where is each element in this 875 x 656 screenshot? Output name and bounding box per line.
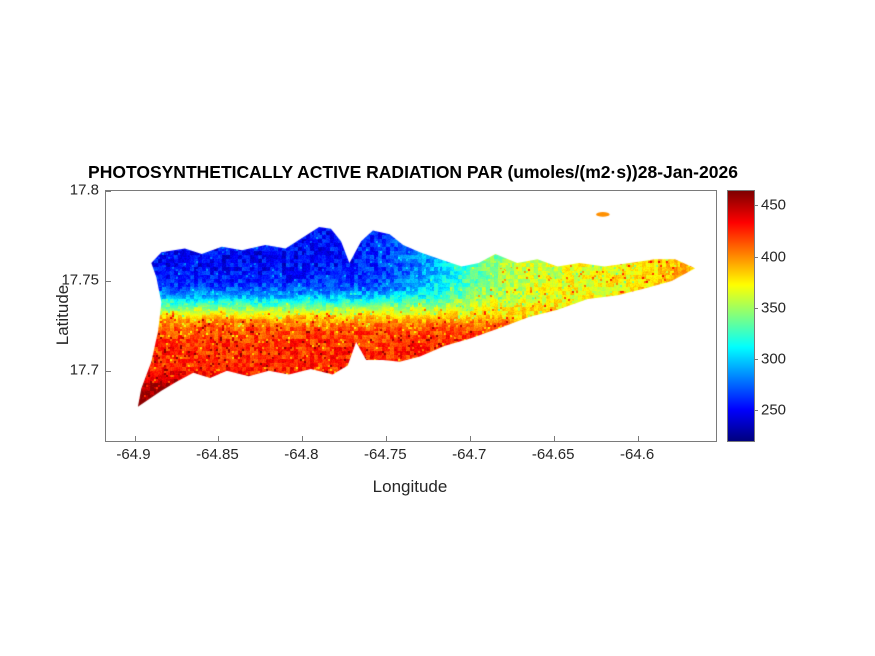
x-tick-mark: [302, 436, 304, 441]
colorbar-gradient: [728, 191, 754, 441]
colorbar-tick-label: 300: [761, 350, 787, 368]
x-tick-label: -64.8: [284, 446, 319, 463]
x-tick-label: -64.65: [531, 446, 575, 463]
x-tick-label: -64.6: [620, 446, 655, 463]
x-tick-mark: [470, 436, 472, 441]
x-tick-mark: [638, 436, 640, 441]
y-tick-label: 17.7: [69, 361, 99, 379]
colorbar-tick-mark: [754, 410, 758, 412]
heatmap-canvas: [106, 191, 716, 441]
x-tick-mark: [134, 436, 136, 441]
colorbar-tick-mark: [754, 359, 758, 361]
y-tick-mark: [106, 280, 111, 282]
colorbar: [727, 190, 755, 442]
x-tick-mark: [218, 436, 220, 441]
colorbar-tick-label: 450: [761, 196, 787, 214]
x-axis-ticks: -64.9 -64.85 -64.8 -64.75 -64.7 -64.65 -64.6: [105, 446, 715, 466]
y-axis-ticks: 17.8 17.75 17.7: [0, 182, 99, 440]
x-axis-label: Longitude: [372, 477, 448, 496]
x-tick-label: -64.75: [364, 446, 407, 463]
y-tick-label: 17.8: [69, 181, 99, 199]
x-tick-label: -64.9: [116, 446, 151, 463]
colorbar-tick-label: 400: [761, 248, 787, 266]
colorbar-ticks: 450 400 350 300 250: [761, 190, 805, 440]
colorbar-tick-label: 250: [761, 401, 787, 419]
x-tick-mark: [386, 436, 388, 441]
colorbar-tick-mark: [754, 205, 758, 207]
chart-title: PHOTOSYNTHETICALLY ACTIVE RADIATION PAR …: [88, 162, 738, 182]
colorbar-tick-mark: [754, 256, 758, 258]
x-tick-label: -64.85: [196, 446, 239, 463]
y-tick-mark: [106, 191, 111, 192]
colorbar-tick-label: 350: [761, 299, 787, 317]
colorbar-tick-mark: [754, 307, 758, 309]
y-tick-mark: [106, 370, 111, 372]
x-tick-label: -64.7: [452, 446, 487, 463]
plot-area: [105, 190, 717, 442]
x-tick-mark: [554, 436, 556, 441]
y-tick-label: 17.75: [61, 271, 99, 289]
